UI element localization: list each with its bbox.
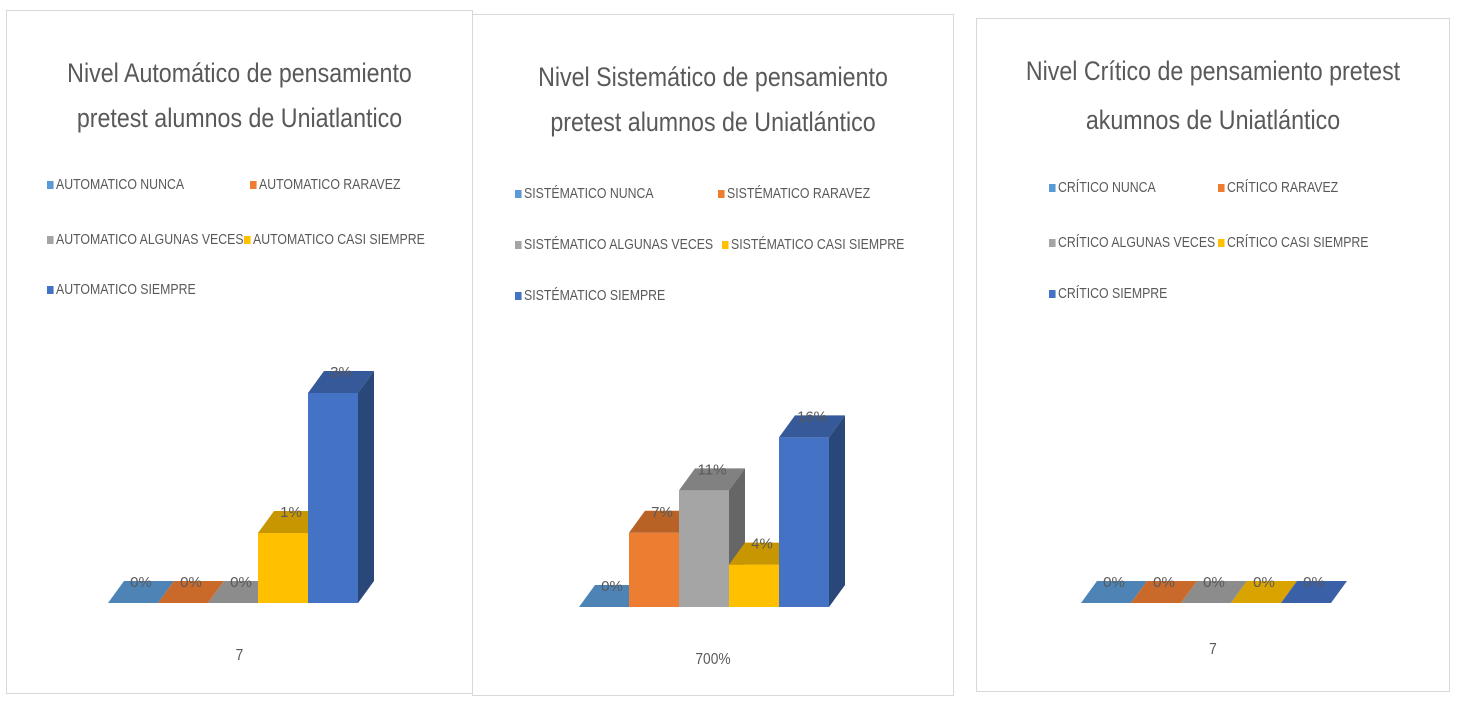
legend-swatch bbox=[718, 189, 725, 198]
bar-front bbox=[308, 393, 358, 603]
bar-front bbox=[629, 532, 679, 607]
data-label: 0% bbox=[1253, 574, 1275, 591]
data-label: 4% bbox=[751, 536, 773, 553]
legend-swatch bbox=[244, 235, 251, 244]
bar-top bbox=[629, 510, 695, 533]
legend-label: SISTÉMATICO NUNCA bbox=[524, 185, 654, 202]
data-label: 0% bbox=[1303, 574, 1325, 591]
bar-top bbox=[579, 585, 645, 607]
data-label: 0% bbox=[1103, 574, 1125, 591]
legend-label: CRÍTICO CASI SIEMPRE bbox=[1227, 234, 1369, 251]
legend-label: SISTÉMATICO RARAVEZ bbox=[727, 185, 871, 202]
legend-swatch bbox=[47, 235, 54, 244]
bar-top bbox=[1081, 581, 1147, 603]
legend-item: SISTÉMATICO CASI SIEMPRE bbox=[722, 236, 904, 253]
legend-label: SISTÉMATICO ALGUNAS VECES bbox=[524, 236, 714, 253]
chart-title-line1: Nivel Automático de pensamiento bbox=[67, 58, 412, 88]
legend-swatch bbox=[515, 189, 522, 198]
data-label: 7% bbox=[651, 504, 673, 521]
data-label: 0% bbox=[1153, 574, 1175, 591]
bar-top bbox=[1281, 581, 1347, 603]
data-label: 0% bbox=[180, 574, 202, 591]
legend-label: AUTOMATICO RARAVEZ bbox=[259, 176, 401, 193]
legend-swatch bbox=[1049, 238, 1056, 247]
legend-swatch bbox=[250, 180, 257, 189]
legend-item: CRÍTICO SIEMPRE bbox=[1049, 285, 1167, 302]
chart-panel-critico: Nivel Crítico de pensamiento pretest aku… bbox=[976, 18, 1450, 692]
data-label: 0% bbox=[1203, 574, 1225, 591]
legend-item: AUTOMATICO ALGUNAS VECES bbox=[47, 231, 244, 248]
legend-label: AUTOMATICO NUNCA bbox=[56, 176, 185, 193]
chart-title-line2: pretest alumnos de Uniatlantico bbox=[76, 103, 403, 133]
legend-label: CRÍTICO SIEMPRE bbox=[1058, 285, 1168, 302]
category-axis-label: 7 bbox=[1209, 641, 1217, 658]
bar-top bbox=[1231, 581, 1297, 603]
legend-label: CRÍTICO RARAVEZ bbox=[1227, 179, 1339, 196]
legend-item: CRÍTICO RARAVEZ bbox=[1218, 179, 1338, 196]
chart-panel-sistematico: Nivel Sistemático de pensamiento pretest… bbox=[472, 14, 954, 696]
chart-title-line1: Nivel Crítico de pensamiento pretest bbox=[1025, 56, 1401, 86]
legend-swatch bbox=[1049, 183, 1056, 192]
legend-label: SISTÉMATICO SIEMPRE bbox=[524, 287, 666, 304]
category-axis-label: 700% bbox=[695, 651, 731, 668]
legend-swatch bbox=[1218, 183, 1225, 192]
legend-swatch bbox=[722, 240, 729, 249]
data-label: 0% bbox=[230, 574, 252, 591]
bar-top bbox=[679, 468, 745, 491]
chart-title-line2: pretest alumnos de Uniatlántico bbox=[550, 107, 876, 137]
legend-swatch bbox=[1218, 238, 1225, 247]
legend-item: AUTOMATICO RARAVEZ bbox=[250, 176, 400, 193]
legend-label: CRÍTICO NUNCA bbox=[1058, 179, 1156, 196]
bar-front bbox=[258, 533, 308, 603]
bar-top bbox=[108, 581, 174, 603]
legend-label: AUTOMATICO SIEMPRE bbox=[56, 281, 196, 298]
bar-plot: 0% 0% 0% 1% 3% bbox=[108, 364, 374, 603]
legend-item: SISTÉMATICO RARAVEZ bbox=[718, 185, 870, 202]
legend-label: CRÍTICO ALGUNAS VECES bbox=[1058, 234, 1216, 251]
bar-top bbox=[779, 415, 845, 438]
legend-item: CRÍTICO ALGUNAS VECES bbox=[1049, 234, 1215, 251]
legend-item: SISTÉMATICO SIEMPRE bbox=[515, 287, 665, 304]
bar-top bbox=[1181, 581, 1247, 603]
bar-plot: 0% 0% 0% 0% 0% bbox=[1081, 574, 1347, 603]
legend-item: CRÍTICO CASI SIEMPRE bbox=[1218, 234, 1368, 251]
data-label: 11% bbox=[698, 461, 727, 478]
legend-item: AUTOMATICO NUNCA bbox=[47, 176, 184, 193]
bar-front bbox=[779, 437, 829, 607]
data-label: 16% bbox=[797, 408, 827, 425]
legend-swatch bbox=[515, 291, 522, 300]
chart-panel-automatico: Nivel Automático de pensamiento pretest … bbox=[6, 10, 473, 694]
bar-top bbox=[308, 371, 374, 393]
bar-side bbox=[358, 371, 374, 603]
data-label: 1% bbox=[280, 504, 302, 521]
legend-item: CRÍTICO NUNCA bbox=[1049, 179, 1156, 196]
bar-side bbox=[829, 415, 845, 607]
data-label: 0% bbox=[130, 574, 152, 591]
bar-top bbox=[158, 581, 224, 603]
bar-top bbox=[1131, 581, 1197, 603]
category-axis-label: 7 bbox=[235, 647, 244, 664]
data-label: 0% bbox=[601, 578, 623, 595]
legend-label: AUTOMATICO ALGUNAS VECES bbox=[56, 231, 244, 248]
bar-top bbox=[208, 581, 274, 603]
legend-item: AUTOMATICO SIEMPRE bbox=[47, 281, 196, 298]
bar-front bbox=[679, 490, 729, 607]
legend-swatch bbox=[47, 285, 54, 294]
legend-swatch bbox=[47, 180, 54, 189]
legend-label: AUTOMATICO CASI SIEMPRE bbox=[253, 231, 425, 248]
legend-swatch bbox=[1049, 289, 1056, 298]
bar-plot: 0% 7% 11% 4% 16% bbox=[579, 408, 845, 607]
legend-item: SISTÉMATICO ALGUNAS VECES bbox=[515, 236, 713, 253]
legend-item: AUTOMATICO CASI SIEMPRE bbox=[244, 231, 425, 248]
legend-swatch bbox=[515, 240, 522, 249]
chart-title-line2: akumnos de Uniatlántico bbox=[1085, 105, 1341, 135]
legend-item: SISTÉMATICO NUNCA bbox=[515, 185, 654, 202]
chart-title-line1: Nivel Sistemático de pensamiento bbox=[538, 62, 888, 92]
bar-front bbox=[729, 564, 779, 607]
bar-top bbox=[729, 542, 795, 565]
legend-label: SISTÉMATICO CASI SIEMPRE bbox=[731, 236, 905, 253]
bar-top bbox=[258, 511, 324, 533]
data-label: 3% bbox=[330, 364, 352, 381]
